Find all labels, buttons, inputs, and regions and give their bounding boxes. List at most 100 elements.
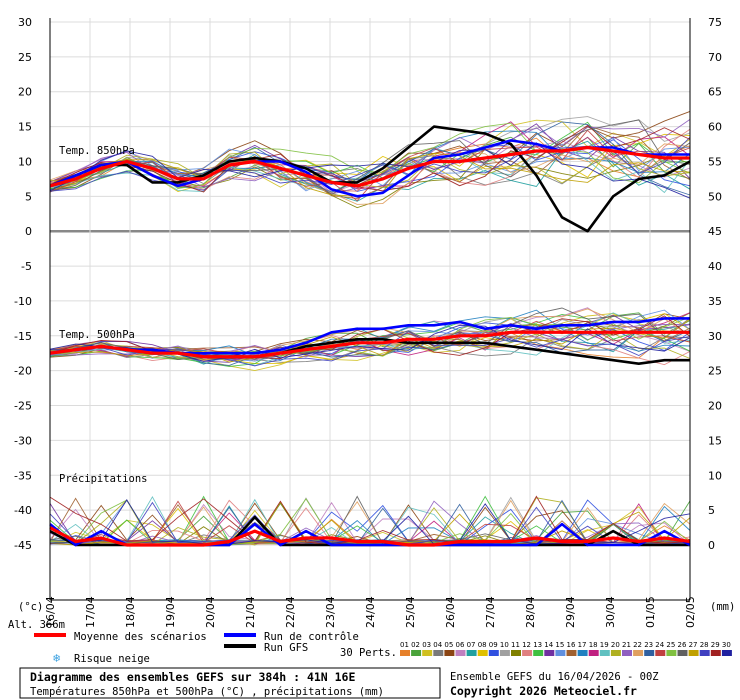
perturbation-id: 23 xyxy=(644,641,653,649)
left-tick-label: 15 xyxy=(18,121,32,134)
left-tick-label: 30 xyxy=(18,16,32,29)
control-series-line xyxy=(49,317,690,355)
legend-control-label: Run de contrôle xyxy=(264,631,359,643)
right-tick-label: 55 xyxy=(708,155,722,168)
right-tick-label: 5 xyxy=(708,504,715,517)
panel-label-850: Temp. 850hPa xyxy=(59,145,135,157)
perturbation-id: 02 xyxy=(411,641,420,649)
perturbation-swatch xyxy=(644,650,655,656)
perturbation-swatch xyxy=(577,650,588,656)
perturbation-id: 16 xyxy=(567,641,576,649)
perturbation-id: 24 xyxy=(655,641,664,649)
perturbation-swatch xyxy=(721,650,732,656)
right-tick-label: 60 xyxy=(708,121,722,134)
perturbation-swatch xyxy=(677,650,688,656)
perturbation-line xyxy=(49,119,691,196)
left-tick-label: -20 xyxy=(14,365,32,378)
x-tick-label: 16/04 xyxy=(44,596,57,628)
right-tick-label: 65 xyxy=(708,86,722,99)
perturbation-id: 18 xyxy=(589,641,598,649)
perturbation-swatch xyxy=(688,650,699,656)
axes: 302520151050-5-10-15-20-25-30-35-40-4575… xyxy=(14,16,722,628)
left-tick-label: -25 xyxy=(14,400,32,413)
perturbation-id: 04 xyxy=(433,641,442,649)
perturbation-swatch xyxy=(633,650,644,656)
perturbation-swatch xyxy=(455,650,466,656)
perturbation-line xyxy=(49,129,691,202)
title-box xyxy=(19,667,441,699)
x-tick-label: 23/04 xyxy=(324,596,337,628)
perturbation-swatch xyxy=(610,650,621,656)
panel-label-precip: Précipitations xyxy=(59,473,148,485)
mean-series-line xyxy=(49,526,691,547)
right-tick-label: 0 xyxy=(708,539,715,552)
left-tick-label: 5 xyxy=(25,190,32,203)
perturbation-id: 07 xyxy=(467,641,476,649)
perturbations-label: 30 Perts. xyxy=(340,647,397,659)
left-tick-label: 0 xyxy=(25,225,32,238)
perturbation-swatch xyxy=(599,650,610,656)
x-tick-label: 28/04 xyxy=(524,596,537,628)
perturbation-swatch xyxy=(444,650,455,656)
perturbation-swatch xyxy=(566,650,577,656)
legend-gfs-label: Run GFS xyxy=(264,642,308,654)
perturbation-swatch xyxy=(511,650,521,656)
legend-mean-swatch xyxy=(34,633,66,637)
x-tick-label: 17/04 xyxy=(84,596,97,628)
perturbation-legend: 01 02 03 04 05 06 07 08 09 10 11 12 13 14 15 16 17 18 19 20… xyxy=(400,641,732,656)
right-tick-label: 10 xyxy=(708,469,722,482)
perturbation-swatch xyxy=(411,650,422,656)
perturbation-id: 03 xyxy=(422,641,431,649)
copyright: Copyright 2026 Meteociel.fr xyxy=(450,684,637,698)
perturbation-swatch xyxy=(477,650,488,656)
perturbation-id: 27 xyxy=(689,641,698,649)
perturbation-id: 11 xyxy=(511,641,520,649)
left-tick-label: -35 xyxy=(14,469,32,482)
perturbation-lines xyxy=(49,110,691,546)
perturbation-id: 25 xyxy=(666,641,675,649)
perturbation-swatch xyxy=(699,650,710,656)
chart-subtitle: Températures 850hPa et 500hPa (°C) , pré… xyxy=(30,686,384,698)
right-tick-label: 50 xyxy=(708,190,722,203)
panel-label-500: Temp. 500hPa xyxy=(59,329,135,341)
right-tick-label: 45 xyxy=(708,225,722,238)
perturbation-swatch xyxy=(488,650,499,656)
ensemble-info: Ensemble GEFS du 16/04/2026 - 00Z xyxy=(450,671,659,683)
perturbation-swatch xyxy=(422,650,433,656)
x-tick-label: 20/04 xyxy=(204,596,217,628)
perturbation-id: 17 xyxy=(578,641,587,649)
perturbation-swatch xyxy=(499,650,510,656)
perturbation-line xyxy=(49,316,691,361)
left-tick-label: -40 xyxy=(14,504,32,517)
altitude-label: Alt. 366m xyxy=(8,619,65,631)
perturbation-id: 09 xyxy=(489,641,498,649)
main-series-lines xyxy=(49,125,691,547)
perturbation-line xyxy=(49,121,691,196)
perturbation-swatch xyxy=(522,650,533,656)
perturbation-swatch xyxy=(400,650,410,656)
perturbation-id: 20 xyxy=(611,641,620,649)
left-unit-label: (°c) xyxy=(18,601,43,613)
left-tick-label: 20 xyxy=(18,86,32,99)
perturbation-id: 01 xyxy=(400,641,409,649)
perturbation-id: 08 xyxy=(478,641,487,649)
right-tick-label: 25 xyxy=(708,365,722,378)
mean-series-line xyxy=(49,145,690,188)
perturbation-swatch xyxy=(710,650,721,656)
chart-title: Diagramme des ensembles GEFS sur 384h : … xyxy=(30,670,355,684)
x-tick-label: 22/04 xyxy=(284,596,297,628)
legend-mean-label: Moyenne des scénarios xyxy=(74,631,207,643)
perturbation-swatch xyxy=(655,650,666,656)
perturbation-id: 26 xyxy=(678,641,687,649)
perturbation-id: 06 xyxy=(456,641,465,649)
perturbation-swatch xyxy=(622,650,632,656)
x-tick-label: 27/04 xyxy=(484,596,497,628)
perturbation-id: 12 xyxy=(522,641,531,649)
right-tick-label: 20 xyxy=(708,400,722,413)
perturbation-id: 05 xyxy=(444,641,453,649)
perturbation-swatch xyxy=(588,650,599,656)
right-unit-label: (mm) xyxy=(710,601,735,613)
left-tick-label: -15 xyxy=(14,330,32,343)
right-tick-label: 75 xyxy=(708,16,722,29)
